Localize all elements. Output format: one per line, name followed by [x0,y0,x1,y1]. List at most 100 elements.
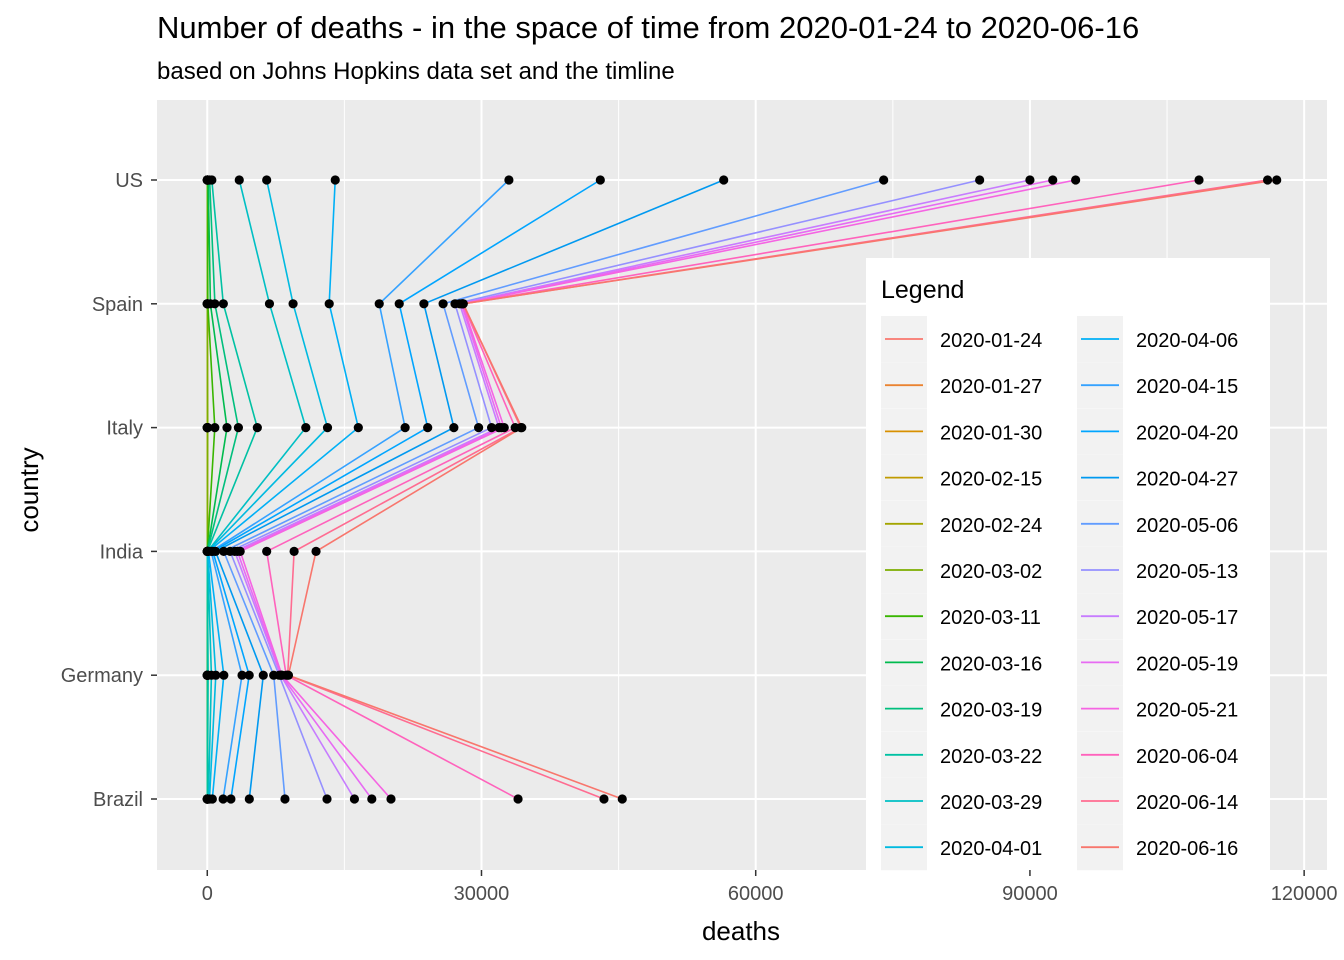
y-tick-label: Germany [61,665,143,687]
legend-item: 2020-01-24 [881,316,1042,362]
data-point [322,423,333,433]
y-tick-label: Brazil [93,789,143,811]
series-line [233,179,1031,800]
data-point [1071,175,1081,185]
data-point [400,423,410,433]
legend-label: 2020-04-27 [1136,469,1238,491]
legend-item: 2020-05-13 [1077,547,1238,593]
legend-label: 2020-05-06 [1136,515,1238,537]
x-axis: 0 30000 60000 90000 120000 [202,870,1338,905]
legend-item: 2020-05-19 [1077,639,1238,686]
x-tick-label: 30000 [454,883,510,905]
series-line [229,179,980,800]
data-point [1194,175,1204,185]
legend-item: 2020-04-06 [1077,316,1238,362]
data-point [218,299,228,309]
legend-item: 2020-04-01 [881,824,1042,871]
data-point [367,794,377,804]
data-point [219,670,229,680]
series-line [236,179,1053,800]
x-axis-label: deaths [702,916,780,946]
legend-item: 2020-02-24 [881,500,1042,547]
legend-title: Legend [881,276,964,304]
legend-label: 2020-06-14 [1136,792,1238,814]
data-point [244,794,254,804]
data-point [353,423,363,433]
data-point [1025,175,1035,185]
legend-item: 2020-03-22 [881,731,1042,778]
data-point [210,299,220,309]
data-point [324,299,334,309]
y-axis-label: country [14,447,44,532]
series-lines [206,179,1277,800]
data-point [262,175,272,185]
x-tick-label: 120000 [1271,883,1338,905]
series-line [239,179,1076,800]
legend-item: 2020-03-11 [881,593,1041,640]
legend-label: 2020-03-22 [940,746,1042,768]
legend-label: 2020-05-21 [1136,700,1238,722]
data-point [280,794,290,804]
data-point [419,299,429,309]
legend-label: 2020-03-16 [940,653,1042,675]
data-point [449,423,459,433]
legend-item: 2020-06-16 [1077,824,1238,871]
legend-item: 2020-02-15 [881,454,1042,501]
legend-label: 2020-02-24 [940,515,1042,537]
legend-label: 2020-05-17 [1136,607,1238,629]
legend-label: 2020-04-06 [1136,330,1238,352]
series-line [206,179,307,800]
data-point [207,794,217,804]
legend-label: 2020-03-02 [940,561,1042,583]
legend-label: 2020-05-13 [1136,561,1238,583]
legend-label: 2020-01-30 [940,422,1042,444]
data-point [234,175,244,185]
data-point [322,794,332,804]
data-point [879,175,889,185]
data-point [458,299,468,309]
data-point [499,423,509,433]
legend-box [866,258,1270,870]
data-point [258,670,268,680]
data-point [975,175,985,185]
legend-item: 2020-04-27 [1077,454,1238,501]
data-point [617,794,627,804]
data-point [1048,175,1058,185]
data-point [374,299,384,309]
legend-item: 2020-06-14 [1077,778,1238,824]
legend-label: 2020-06-16 [1136,838,1238,860]
data-point [235,546,245,557]
legend-item: 2020-03-16 [881,639,1042,686]
series-line [211,179,601,800]
legend-item: 2020-03-19 [881,685,1042,732]
data-point [438,299,448,309]
data-point [289,546,299,557]
data-point [211,670,221,680]
data-point [386,794,396,804]
legend-item: 2020-03-02 [881,547,1042,593]
legend-label: 2020-03-19 [940,700,1042,722]
y-axis: US Spain Italy India Germany Brazil [61,170,157,811]
x-tick-label: 0 [202,883,213,905]
chart-title: Number of deaths - in the space of time … [157,10,1140,45]
data-point [517,423,527,433]
series-line [222,179,884,800]
series-line [207,179,360,800]
legend-item: 2020-04-20 [1077,408,1238,455]
data-point [222,423,232,433]
data-point [283,670,294,680]
legend-item: 2020-05-06 [1077,500,1238,547]
legend-item: 2020-05-21 [1077,685,1238,732]
y-tick-label: India [100,541,144,563]
data-point [210,423,220,433]
legend-label: 2020-04-15 [1136,376,1238,398]
series-line [206,179,329,800]
data-point [311,546,321,557]
data-point [218,794,228,804]
data-point [513,794,523,804]
chart-subtitle: based on Johns Hopkins data set and the … [157,58,675,85]
data-point [330,175,340,185]
data-point [1262,175,1273,185]
data-point [219,546,229,557]
